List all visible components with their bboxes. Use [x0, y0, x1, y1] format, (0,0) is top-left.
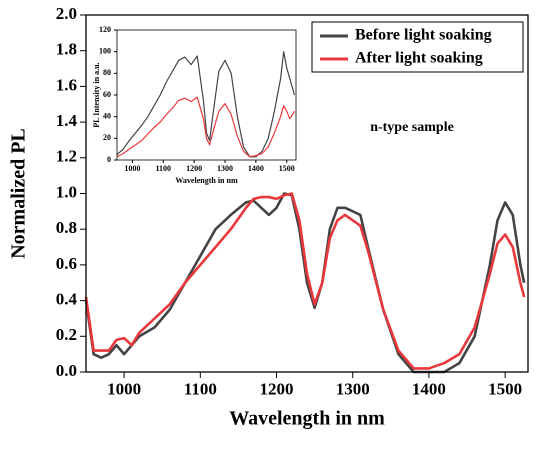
y-tick-label: 0.2 [56, 325, 77, 344]
legend-box [311, 21, 524, 73]
series-line [116, 51, 296, 158]
series-line [116, 96, 295, 158]
x-tick-label: 1100 [184, 380, 217, 399]
y-tick-label: 0.4 [56, 290, 78, 309]
y-tick-label: 40 [103, 111, 111, 120]
y-tick-label: 120 [99, 25, 111, 34]
y-tick-label: 0 [107, 155, 111, 164]
x-axis-label: Wavelength in nm [229, 407, 385, 429]
x-tick-label: 1300 [336, 380, 370, 399]
x-tick-label: 1400 [248, 164, 264, 173]
inset-background [117, 30, 296, 160]
y-tick-label: 0.8 [56, 218, 77, 237]
x-tick-label: 1400 [412, 380, 446, 399]
legend-label: Before light soaking [355, 27, 492, 44]
y-tick-label: 1.4 [56, 111, 78, 130]
x-tick-label: 1200 [186, 164, 202, 173]
y-tick-label: 60 [103, 90, 111, 99]
y-tick-label: 1.2 [56, 147, 77, 166]
x-tick-label: 1000 [124, 164, 140, 173]
x-tick-label: 1200 [260, 380, 294, 399]
x-tick-label: 1000 [107, 380, 141, 399]
x-axis-label: Wavelength in nm [175, 176, 238, 185]
y-tick-label: 80 [103, 68, 111, 77]
y-tick-label: 100 [99, 46, 111, 55]
y-axis-label: Normalized PL [8, 128, 30, 259]
x-tick-label: 1300 [217, 164, 233, 173]
y-tick-label: 2.0 [56, 4, 77, 23]
y-tick-label: 0.6 [56, 254, 77, 273]
legend-label: After light soaking [355, 50, 483, 67]
x-tick-label: 1500 [488, 380, 522, 399]
y-tick-label: 1.0 [56, 182, 77, 201]
y-tick-label: 0.0 [56, 361, 77, 380]
series-line [84, 192, 526, 374]
annotation: n-type sample [370, 120, 454, 135]
series-line [84, 192, 526, 370]
x-tick-label: 1500 [279, 164, 295, 173]
y-tick-label: 1.8 [56, 40, 77, 59]
y-axis-label: PL Intensity in a.u. [92, 62, 101, 127]
y-tick-label: 20 [103, 133, 111, 142]
x-tick-label: 1100 [156, 164, 172, 173]
y-tick-label: 1.6 [56, 75, 77, 94]
